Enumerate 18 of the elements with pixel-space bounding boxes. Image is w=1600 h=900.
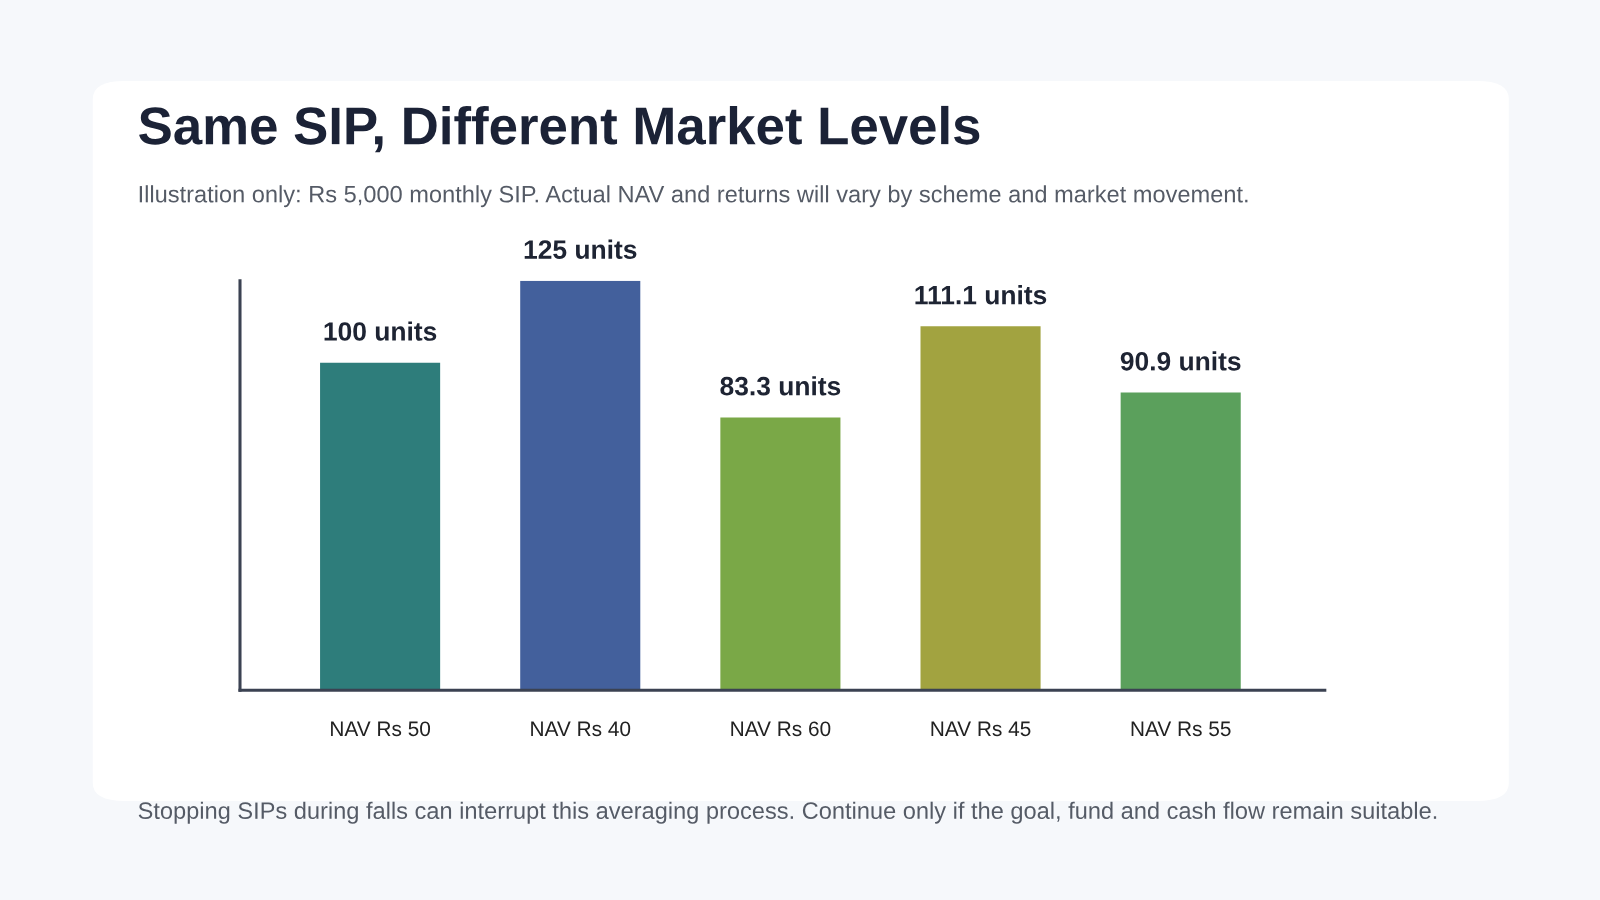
bar bbox=[320, 362, 441, 691]
x-tick-label: NAV Rs 55 bbox=[1131, 721, 1231, 737]
text: Stopping SIPs during falls can interrupt this averaging process. Continue only if the goal, fund and cash flow remain suitable. bbox=[138, 801, 1437, 824]
x-tick-label: NAV Rs 40 bbox=[531, 721, 631, 737]
x-tick-label: NAV Rs 45 bbox=[931, 721, 1031, 737]
x-tick-label: NAV Rs 50 bbox=[331, 721, 431, 737]
data-label: 111.1 units bbox=[915, 285, 1047, 305]
data-label: 125 units bbox=[524, 239, 637, 259]
data-label: 83.3 units bbox=[720, 376, 841, 396]
data-label: 100 units bbox=[324, 321, 437, 341]
chart-subtitle: Illustration only: Rs 5,000 monthly SIP. Actual NAV and returns will vary by scheme and market movement. bbox=[139, 185, 1248, 208]
bar bbox=[1120, 392, 1241, 691]
bar bbox=[720, 417, 841, 691]
chart-title: Same SIP, Different Market Levels bbox=[139, 105, 980, 153]
data-label: 90.9 units bbox=[1120, 351, 1241, 371]
bar bbox=[520, 280, 641, 691]
x-tick-label: NAV Rs 60 bbox=[731, 721, 831, 737]
bar bbox=[920, 326, 1041, 691]
